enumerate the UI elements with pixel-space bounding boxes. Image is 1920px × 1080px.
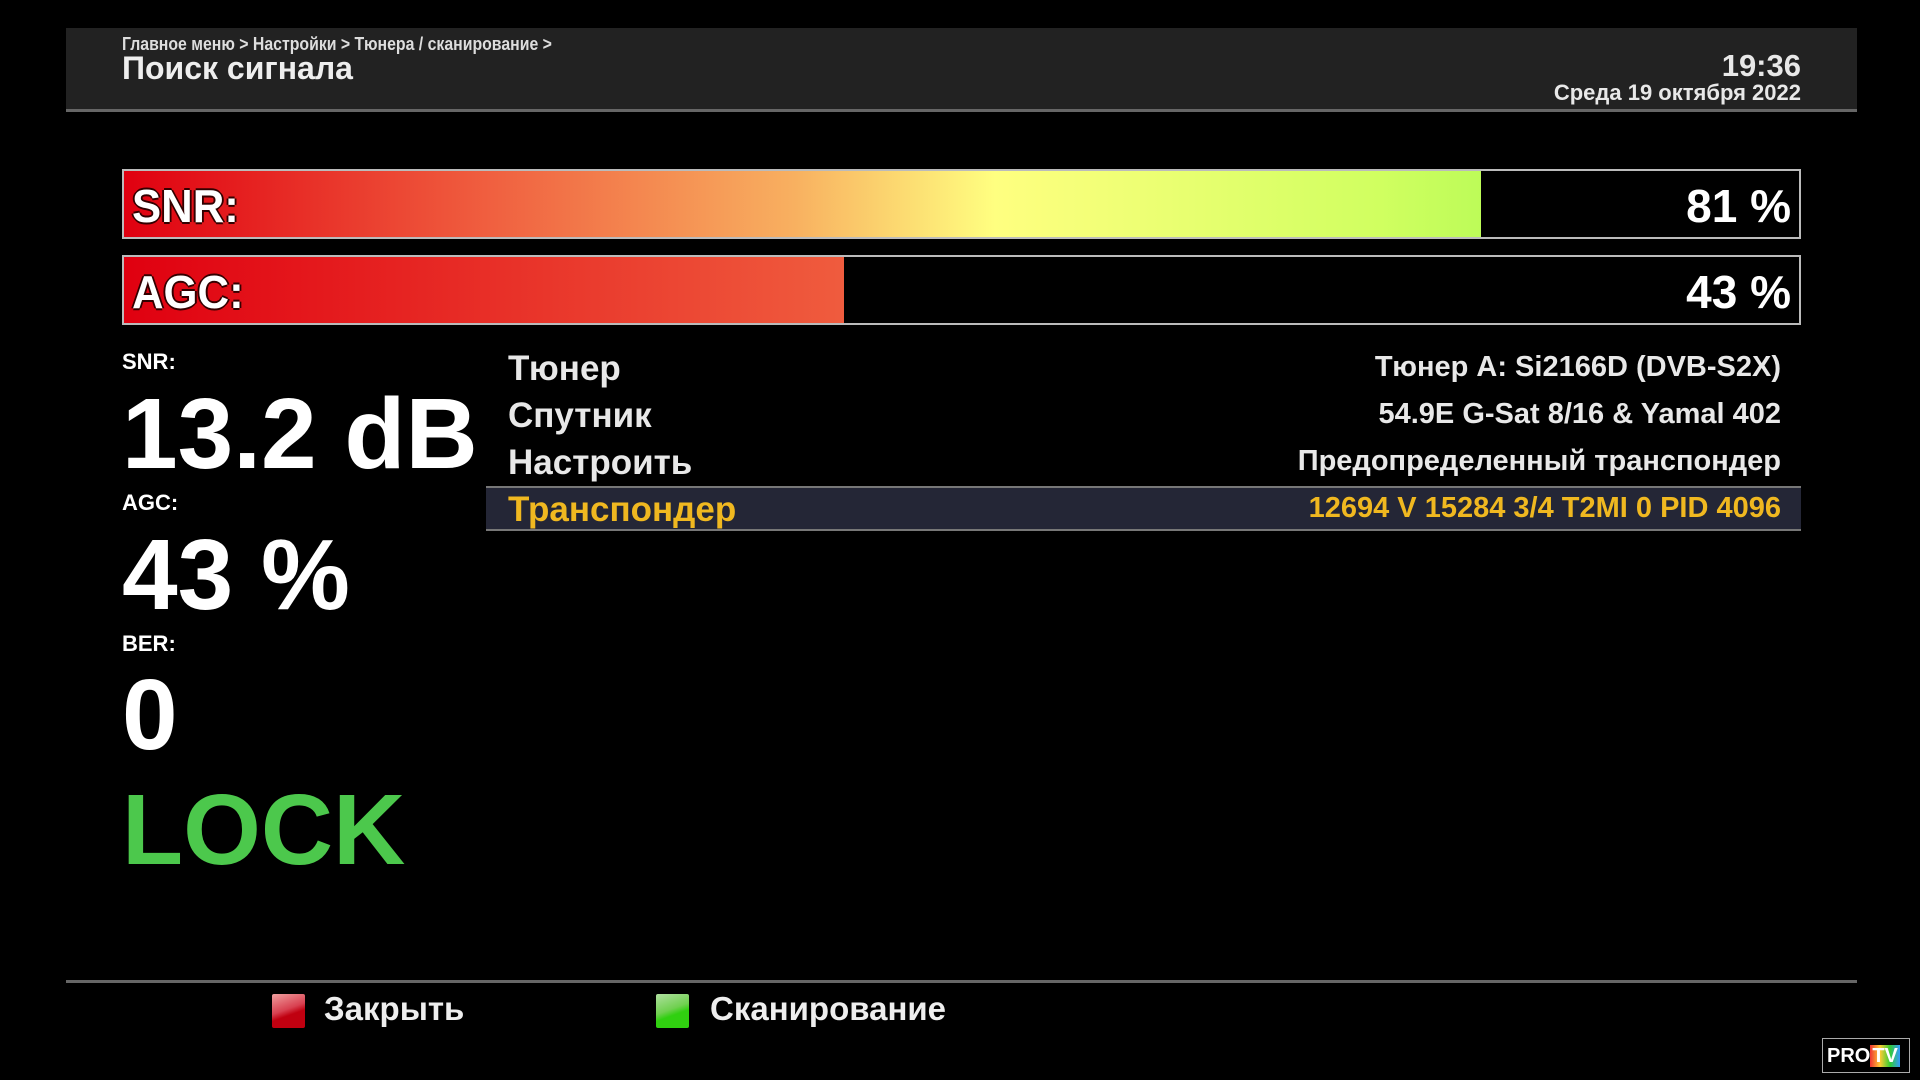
ber-value: 0: [122, 659, 178, 771]
clock-date: Среда 19 октября 2022: [1553, 80, 1801, 105]
agc-bar-label: AGC:: [132, 266, 244, 318]
setting-row-tuner[interactable]: Тюнер Тюнер A: Si2166D (DVB-S2X): [486, 345, 1801, 391]
setting-value: Предопределенный транспондер: [1297, 445, 1781, 477]
breadcrumb: Главное меню > Настройки > Тюнера / скан…: [122, 34, 552, 54]
snr-value: 13.2 dB: [122, 378, 478, 490]
setting-value: 54.9E G-Sat 8/16 & Yamal 402: [1378, 398, 1781, 430]
agc-bar: AGC: 43 %: [122, 255, 1801, 325]
snr-label: SNR:: [122, 349, 176, 374]
header: Главное меню > Настройки > Тюнера / скан…: [66, 28, 1857, 112]
setting-value: Тюнер A: Si2166D (DVB-S2X): [1374, 351, 1781, 383]
snr-bar: SNR: 81 %: [122, 169, 1801, 239]
close-button[interactable]: Закрыть: [324, 990, 465, 1027]
snr-bar-value: 81 %: [1686, 180, 1791, 232]
agc-label: AGC:: [122, 490, 179, 515]
setting-row-satellite[interactable]: Спутник 54.9E G-Sat 8/16 & Yamal 402: [486, 392, 1801, 438]
setting-key: Настроить: [508, 443, 693, 482]
setting-row-transponder[interactable]: Транспондер 12694 V 15284 3/4 T2MI 0 PID…: [486, 486, 1801, 531]
snr-bar-fill: [124, 171, 1481, 237]
footer-divider: [66, 980, 1857, 983]
page-title: Поиск сигнала: [122, 50, 353, 86]
red-key-icon: [272, 994, 305, 1028]
lock-status: LOCK: [122, 774, 406, 886]
setting-value: 12694 V 15284 3/4 T2MI 0 PID 4096: [1308, 492, 1781, 524]
agc-value: 43 %: [122, 519, 350, 631]
green-key-icon: [656, 994, 689, 1028]
agc-bar-fill: [124, 257, 845, 323]
setting-key: Тюнер: [508, 349, 621, 388]
setting-key: Спутник: [508, 396, 652, 435]
snr-bar-label: SNR:: [132, 180, 239, 232]
scan-button[interactable]: Сканирование: [710, 990, 947, 1027]
agc-bar-value: 43 %: [1686, 266, 1791, 318]
clock-time: 19:36: [1721, 48, 1801, 83]
setting-row-tune[interactable]: Настроить Предопределенный транспондер: [486, 439, 1801, 485]
protv-logo: PRO TV: [1822, 1038, 1910, 1073]
setting-key: Транспондер: [508, 490, 737, 529]
ber-label: BER:: [122, 631, 176, 656]
